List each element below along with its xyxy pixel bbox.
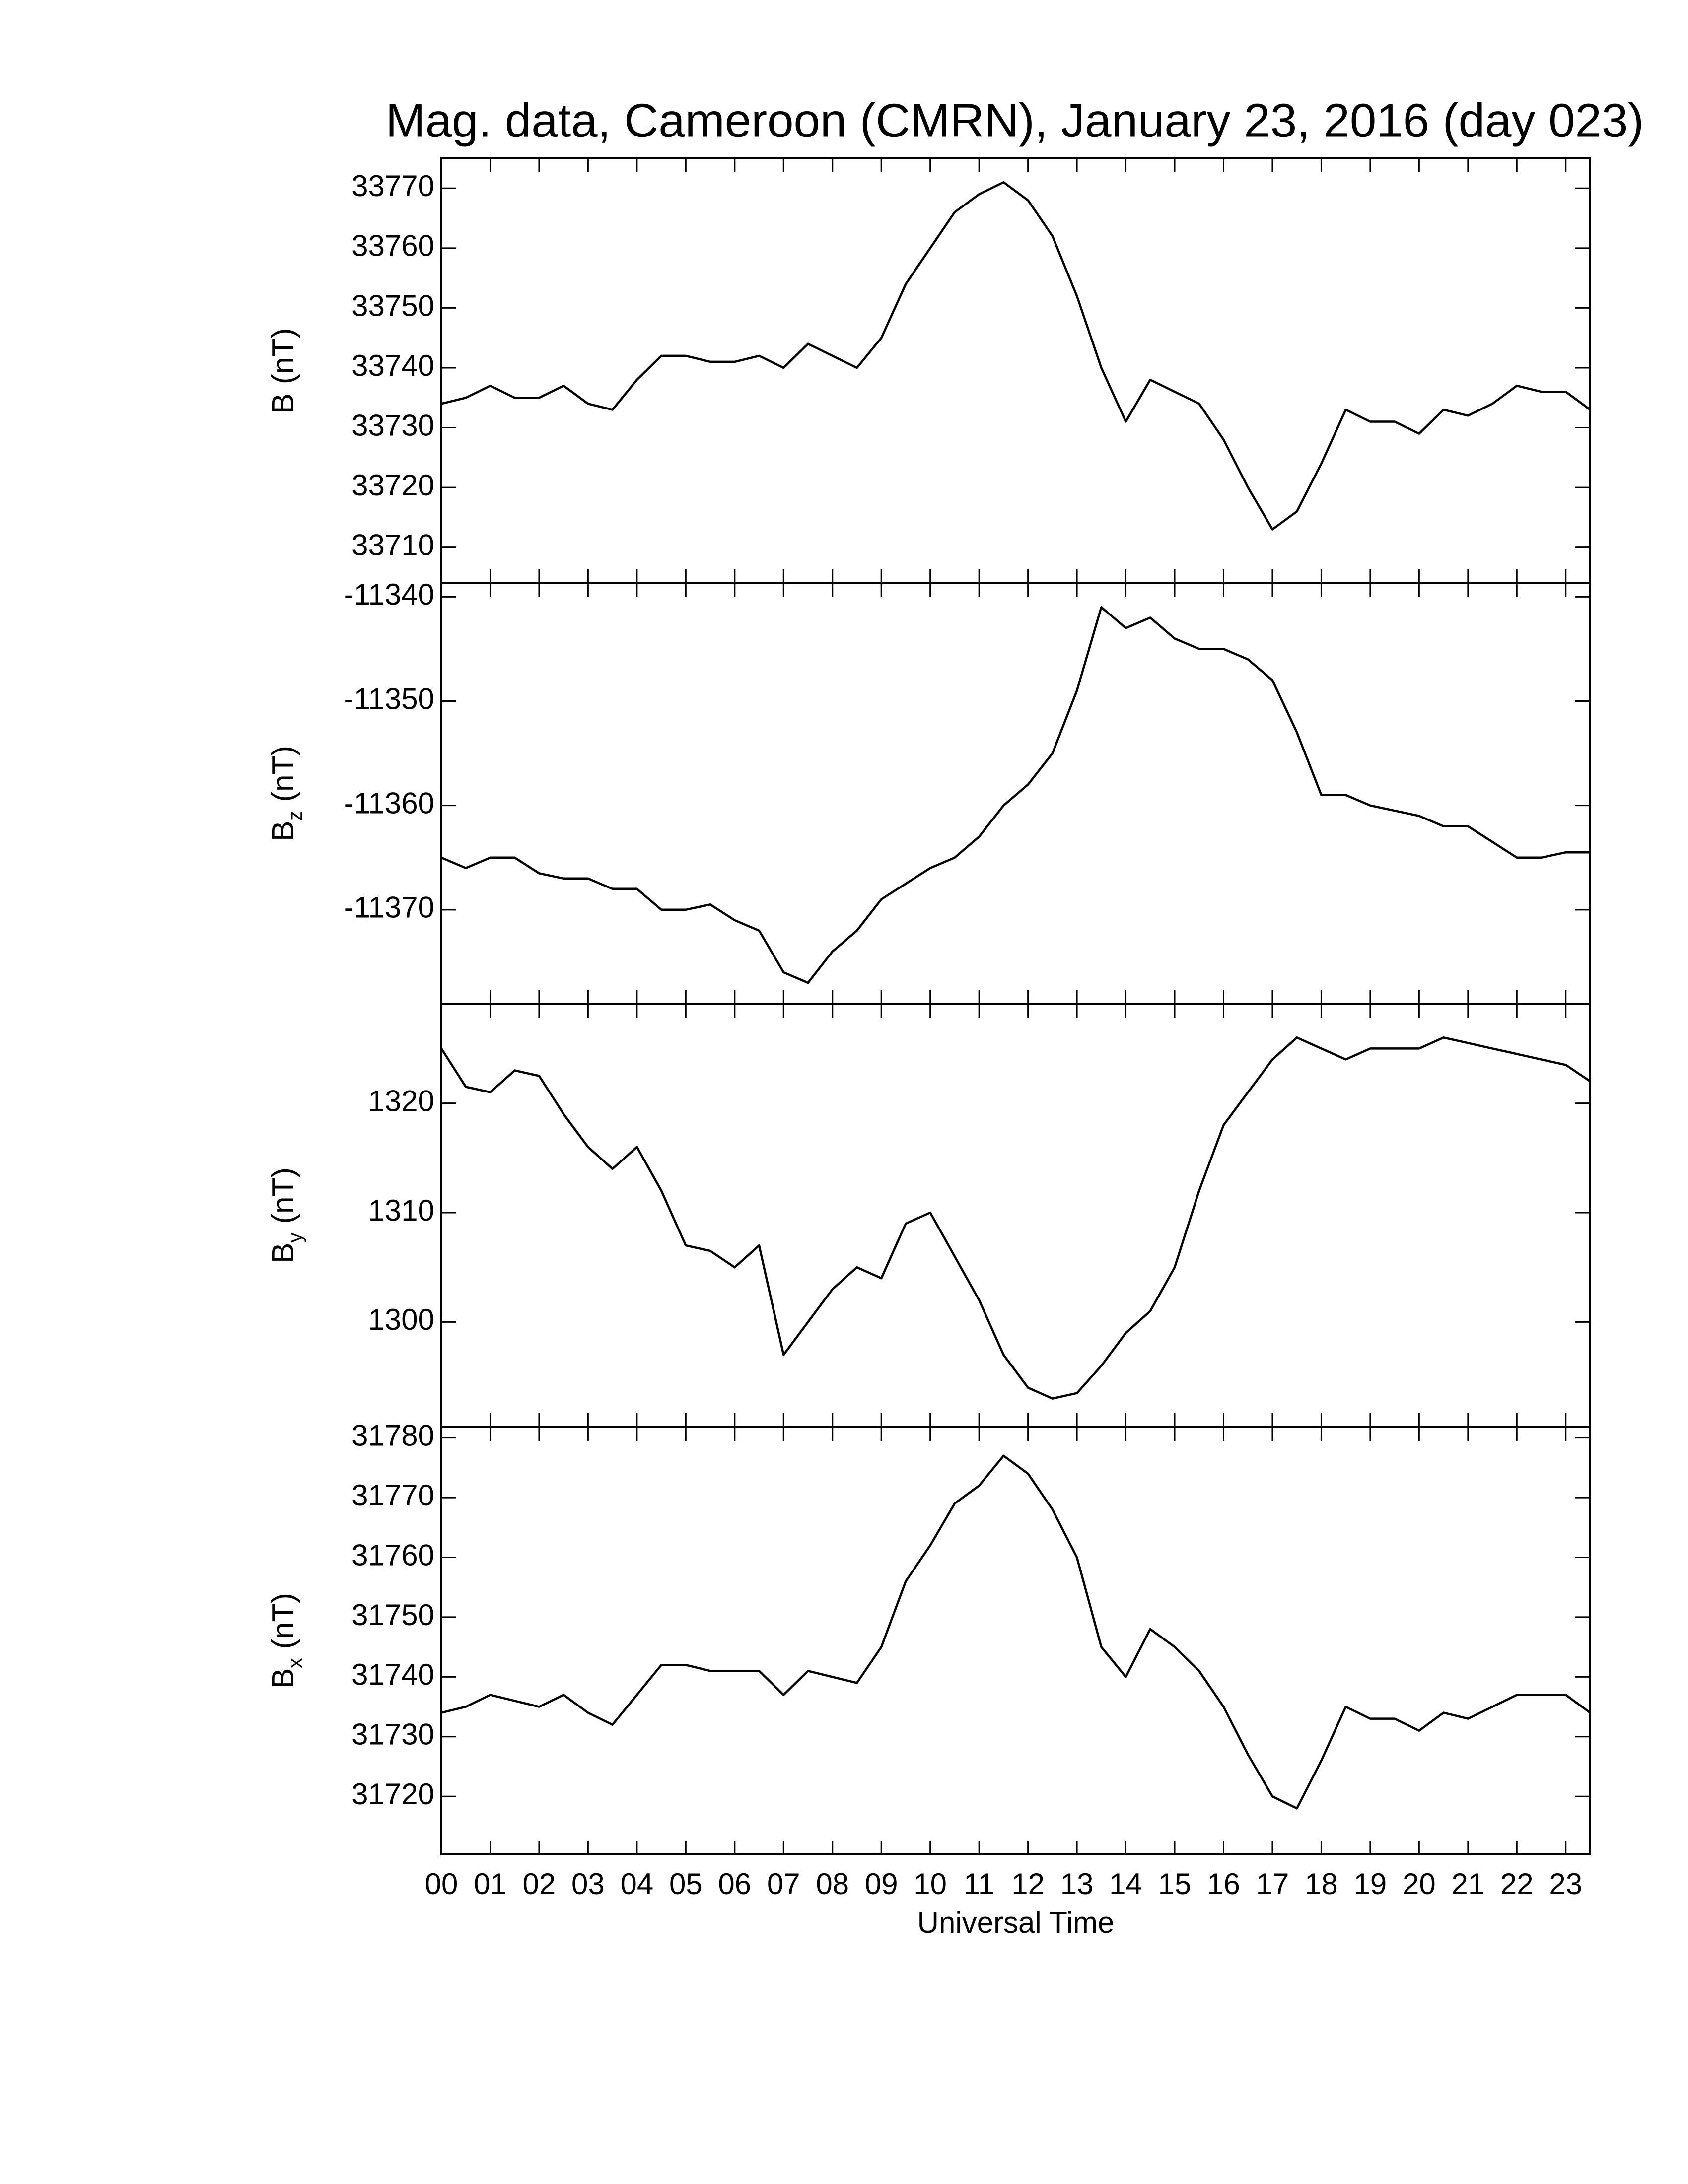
x-tick-label: 06 [718,1867,751,1901]
y-axis-subscript: x [284,1658,306,1668]
y-axis-unit: (nT) [266,746,300,802]
y-axis-unit: (nT) [266,1167,300,1224]
plot-frame [440,582,1591,1005]
plot-frame [440,157,1591,584]
x-axis-label: Universal Time [917,1906,1115,1939]
data-line [441,181,1591,531]
x-tick-label: 02 [523,1867,556,1901]
x-tick-label: 07 [767,1867,800,1901]
y-tick-label: 33740 [352,349,434,382]
y-tick-label: 31770 [352,1479,434,1512]
plot-frame [440,1426,1591,1855]
x-tick-label: 12 [1011,1867,1045,1901]
x-tick-label: 18 [1305,1867,1338,1901]
y-tick-label: 33710 [352,529,434,562]
y-tick-label: 33750 [352,289,434,322]
y-tick-label: 31780 [352,1419,434,1452]
y-axis-label: By (nT) [266,1167,306,1263]
y-axis-subscript: z [284,811,306,821]
x-tick-label: 09 [865,1867,898,1901]
y-tick-label: 31740 [352,1658,434,1691]
chart-title: Mag. data, Cameroon (CMRN), January 23, … [386,94,1644,147]
x-tick-label: 11 [964,1867,994,1901]
y-tick-label: 31730 [352,1718,434,1751]
y-tick-label: 1300 [368,1303,434,1336]
y-tick-label: -11360 [344,787,434,820]
y-tick-label: 31750 [352,1598,434,1632]
x-tick-label: 00 [425,1867,458,1901]
y-axis-label: Bx (nT) [266,1593,306,1689]
data-line [441,1454,1591,1810]
x-tick-label: 22 [1500,1867,1534,1901]
data-line [441,606,1590,984]
x-tick-label: 10 [914,1867,947,1901]
y-axis-label: B (nT) [266,328,300,413]
y-axis-unit: (nT) [266,1593,300,1649]
x-tick-label: 19 [1354,1867,1387,1901]
x-tick-label: 01 [474,1867,507,1901]
y-tick-label: 33770 [352,169,434,203]
y-tick-label: -11340 [344,578,434,611]
y-tick-label: 1320 [368,1084,434,1117]
y-axis-label: Bz (nT) [266,746,306,841]
y-tick-label: 31760 [352,1538,434,1571]
x-tick-label: 15 [1158,1867,1192,1901]
x-tick-label: 21 [1451,1867,1484,1901]
data-line [440,1036,1591,1400]
y-axis-symbol: B [266,821,300,841]
y-axis-symbol: B [266,1243,300,1263]
plot-frame [440,1003,1591,1428]
y-axis-symbol: B [266,393,300,413]
x-tick-label: 05 [669,1867,703,1901]
y-tick-label: 33760 [352,229,434,263]
y-tick-label: 33720 [352,469,434,502]
x-tick-label: 14 [1109,1867,1142,1901]
y-axis-unit: (nT) [266,328,300,384]
y-tick-label: -11370 [344,891,434,924]
x-tick-label: 03 [571,1867,605,1901]
x-tick-label: 13 [1060,1867,1094,1901]
x-tick-label: 20 [1403,1867,1436,1901]
x-tick-label: 08 [816,1867,849,1901]
y-tick-label: 33730 [352,409,434,442]
x-tick-label: 16 [1207,1867,1240,1901]
y-tick-label: 1310 [368,1194,434,1227]
y-tick-label: -11350 [344,682,434,715]
x-tick-label: 17 [1256,1867,1289,1901]
x-tick-label: 23 [1549,1867,1582,1901]
x-tick-label: 04 [620,1867,653,1901]
y-axis-symbol: B [266,1668,300,1689]
y-axis-subscript: y [284,1233,306,1243]
y-tick-label: 31720 [352,1777,434,1811]
